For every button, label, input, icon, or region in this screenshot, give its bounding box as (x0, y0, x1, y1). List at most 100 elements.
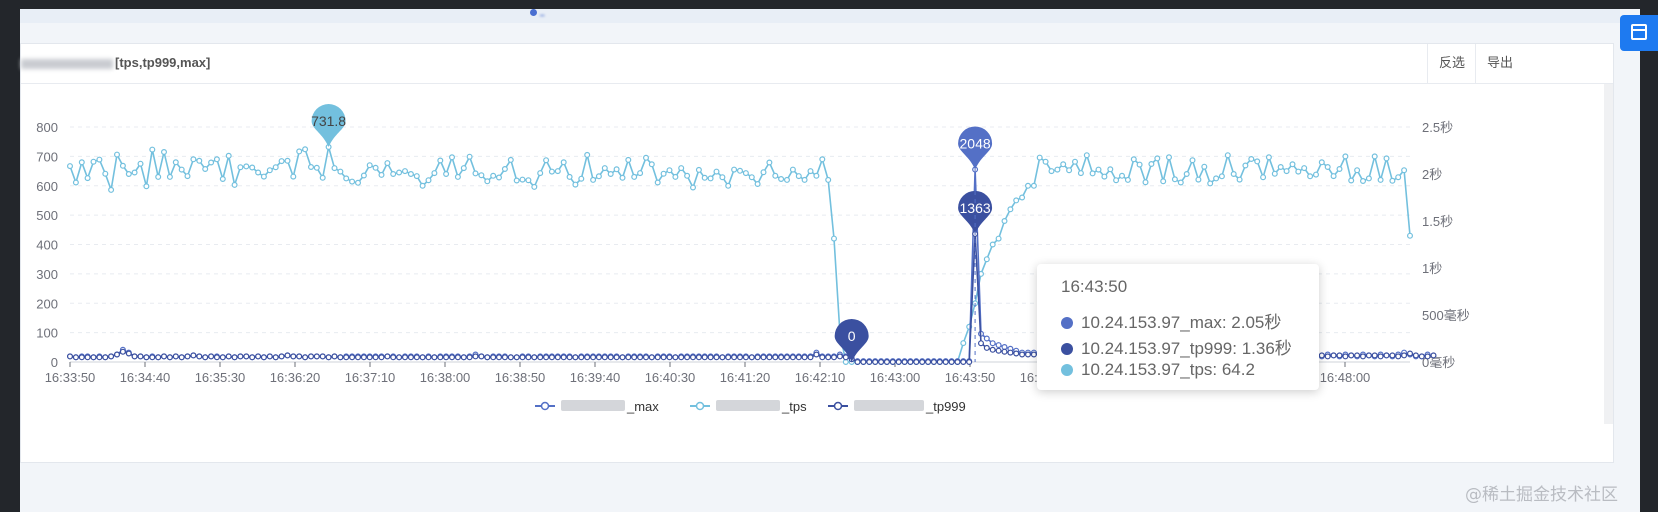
tps-point (554, 168, 561, 175)
tps-point (190, 156, 197, 163)
tp999-point (913, 359, 920, 366)
tps-point (1154, 155, 1161, 162)
tp999-point (766, 354, 773, 361)
tp999-point (284, 352, 291, 359)
tps-point (772, 172, 779, 179)
tooltip-row-max: 10.24.153.97_max: 2.05秒 (1061, 308, 1281, 333)
tp999-point (1371, 352, 1378, 359)
x-tick-label: 16:43:00 (870, 370, 921, 385)
tp999-point (519, 354, 526, 361)
x-tick-label: 16:33:50 (45, 370, 96, 385)
export-button[interactable]: 导出 (1475, 44, 1524, 83)
tps-point (131, 169, 138, 176)
tps-point (543, 157, 550, 164)
tps-point (178, 166, 185, 173)
tps-point (372, 164, 379, 171)
top-link-strip (20, 9, 1620, 23)
tps-point (1113, 177, 1120, 184)
tp999-point (836, 353, 843, 360)
tp999-point (449, 354, 456, 361)
tp999-point (513, 354, 520, 361)
x-tick-label: 16:43:50 (945, 370, 996, 385)
y-left-tick-label: 600 (36, 179, 58, 194)
tps-point (813, 172, 820, 179)
tps-point (366, 162, 373, 169)
tps-point (284, 157, 291, 164)
tp999-point (901, 359, 908, 366)
tps-point (507, 156, 514, 163)
tps-point (1201, 163, 1208, 170)
tps-point (1083, 152, 1090, 159)
tp999-point (272, 354, 279, 361)
tps-point (1230, 170, 1237, 177)
redacted-title-prefix (21, 58, 113, 69)
tps-point (143, 183, 150, 190)
tps-peak-pin-label: 731.8 (311, 113, 346, 129)
tps-point (84, 175, 91, 182)
blurred-link[interactable] (540, 9, 545, 17)
tp999-point (919, 359, 926, 366)
tps-peak-pin (311, 104, 346, 148)
y-left-tick-label: 400 (36, 238, 58, 253)
tp999-point (1030, 351, 1037, 358)
y-left-tick-label: 500 (36, 208, 58, 223)
tps-point (166, 173, 173, 180)
tps-point (137, 160, 144, 167)
tps-point (1042, 158, 1049, 165)
tp999-point (948, 359, 955, 366)
tp999-point (525, 354, 532, 361)
tps-point (313, 164, 320, 171)
tp999-point (960, 359, 967, 366)
invert-selection-button[interactable]: 反选 (1427, 44, 1476, 83)
tps-point (578, 175, 585, 182)
tp999-point (249, 354, 256, 361)
tp999-point (96, 354, 103, 361)
tp999-point (90, 354, 97, 361)
tp999-point (355, 354, 362, 361)
tps-point (1336, 165, 1343, 172)
tps-point (208, 159, 215, 166)
tp999-point (166, 354, 173, 361)
legend-label: _tps (781, 399, 807, 414)
tps-point (1019, 194, 1026, 201)
tps-point (1101, 173, 1108, 180)
tps-point (272, 164, 279, 171)
tps-point (531, 183, 538, 190)
tps-point (695, 166, 702, 173)
tps-point (1395, 174, 1402, 181)
tps-point (119, 162, 126, 169)
tps-point (460, 165, 467, 172)
tp999-point (78, 354, 85, 361)
tp999-point (208, 353, 215, 360)
scrollbar[interactable] (1604, 84, 1613, 424)
y-right-tick-label: 500毫秒 (1422, 308, 1470, 323)
tps-point (842, 359, 849, 366)
y-left-tick-label: 200 (36, 296, 58, 311)
x-tick-label: 16:48:00 (1320, 370, 1371, 385)
tps-point (1142, 179, 1149, 186)
legend-redacted (854, 400, 924, 411)
max-point (989, 340, 996, 347)
tp999-point (713, 354, 720, 361)
tp999-point (778, 354, 785, 361)
tps-point (290, 173, 297, 180)
tps-point (102, 170, 109, 177)
tps-point (960, 340, 967, 347)
tps-point (1242, 162, 1249, 169)
tp999-point (590, 354, 597, 361)
tps-point (419, 182, 426, 189)
tps-point (572, 181, 579, 188)
tp999-point (319, 353, 326, 360)
y-left-tick-label: 0 (51, 355, 58, 370)
tps-point (1354, 167, 1361, 174)
side-panel-tab[interactable] (1620, 15, 1658, 51)
tps-point (255, 169, 262, 176)
tps-point (431, 170, 438, 177)
tps-point (1295, 168, 1302, 175)
tp999-point (642, 354, 649, 361)
tp999-point (595, 354, 602, 361)
tps-point (249, 164, 256, 171)
tps-point (748, 174, 755, 181)
tps-point (519, 176, 526, 183)
tp999-point (631, 354, 638, 361)
